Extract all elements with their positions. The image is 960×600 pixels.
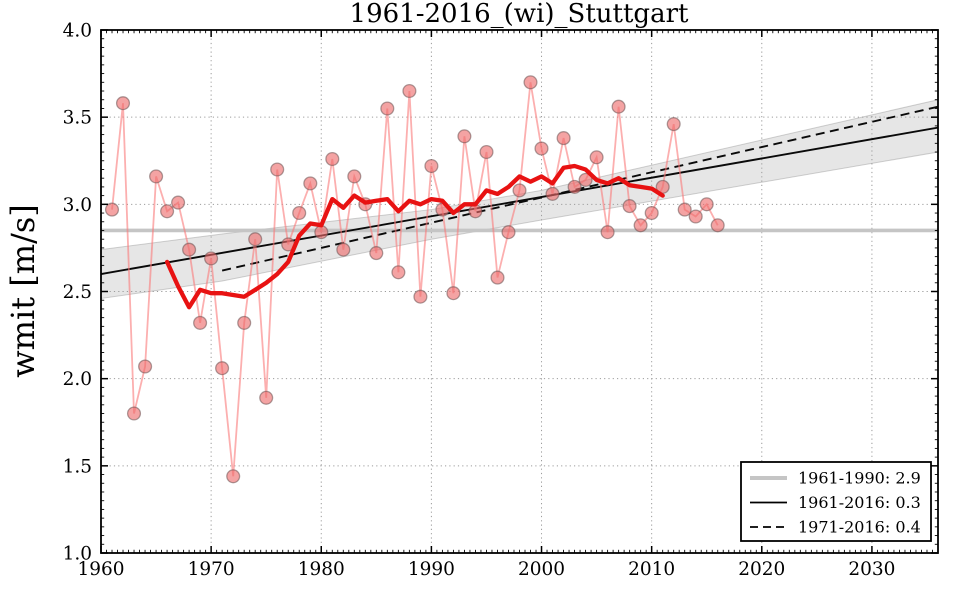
legend: 1961-1990: 2.9 1961-2016: 0.3 1971-2016: 0… <box>740 461 932 542</box>
y-tick-label: 3.5 <box>63 108 92 129</box>
y-tick-label: 1.5 <box>63 456 92 477</box>
annual-marker <box>402 83 417 99</box>
annual-marker <box>149 169 164 184</box>
annual-marker <box>633 218 648 233</box>
x-tick-label: 1980 <box>298 559 345 580</box>
annual-marker <box>611 99 626 114</box>
annual-marker <box>303 176 318 191</box>
annual-marker <box>479 144 494 160</box>
running-mean-line <box>164 163 665 310</box>
annual-marker <box>380 101 395 116</box>
annual-marker <box>512 183 527 198</box>
annual-marker <box>468 204 483 219</box>
legend-label: 1961-2016: 0.3 <box>798 493 921 512</box>
annual-marker <box>556 131 571 146</box>
axes-layer: 1960 1970 1980 1990 2000 2010 2020 2030 1.0 1.5 2.… <box>63 21 939 580</box>
annual-marker <box>644 205 659 221</box>
annual-series-layer <box>104 75 725 484</box>
annual-marker <box>237 315 252 330</box>
annual-marker <box>126 406 142 421</box>
annual-marker <box>424 158 439 174</box>
annual-marker <box>160 204 175 219</box>
x-tick-label: 2020 <box>738 559 785 580</box>
legend-label: 1971-2016: 0.4 <box>798 518 921 537</box>
annual-marker <box>457 129 472 144</box>
annual-marker <box>622 199 637 214</box>
annual-marker <box>270 162 285 177</box>
annual-marker <box>226 469 241 484</box>
annual-marker <box>314 225 329 240</box>
annual-marker <box>171 195 186 210</box>
annual-marker <box>325 151 340 167</box>
annual-marker <box>710 218 725 233</box>
chart-title: 1961-2016_(wi)_Stuttgart <box>350 0 689 29</box>
annual-marker <box>688 209 703 224</box>
x-tick-label: 2010 <box>628 559 675 580</box>
annual-marker <box>589 150 604 165</box>
legend-label: 1961-1990: 2.9 <box>798 469 921 488</box>
annual-marker <box>204 251 219 266</box>
annual-marker <box>413 289 428 304</box>
annual-marker <box>336 242 351 257</box>
annual-marker <box>347 169 362 184</box>
trend-line-1961-2016 <box>100 126 939 276</box>
annual-marker <box>369 246 384 261</box>
y-tick-label: 2.5 <box>63 282 92 303</box>
y-tick-label: 4.0 <box>63 21 92 42</box>
annual-marker <box>600 225 615 240</box>
annual-marker <box>501 225 516 240</box>
annual-marker <box>490 270 505 285</box>
annual-marker <box>215 361 230 376</box>
annual-marker <box>446 286 461 301</box>
annual-marker <box>292 205 307 221</box>
annual-marker <box>115 96 131 111</box>
annual-marker <box>578 172 593 187</box>
x-tick-label: 1960 <box>77 559 124 580</box>
annual-marker <box>545 186 560 201</box>
annual-marker <box>523 75 538 90</box>
annual-series-line <box>111 82 719 477</box>
x-tick-label: 2030 <box>848 559 895 580</box>
running-mean-layer <box>164 163 665 310</box>
annual-marker <box>391 265 406 280</box>
annual-marker <box>182 242 197 257</box>
y-tick-label: 3.0 <box>63 195 92 216</box>
y-tick-label: 2.0 <box>63 369 92 390</box>
x-tick-label: 1970 <box>188 559 235 580</box>
annual-marker <box>104 202 120 217</box>
annual-marker <box>567 179 582 194</box>
annual-marker <box>666 117 681 132</box>
annual-marker <box>699 197 714 212</box>
plot-border <box>100 29 939 554</box>
annual-marker <box>193 315 208 330</box>
annual-marker <box>677 202 692 217</box>
x-tick-label: 2000 <box>518 559 565 580</box>
y-axis-label: wmit [m/s] <box>4 204 42 378</box>
x-tick-label: 1990 <box>408 559 455 580</box>
annual-marker <box>259 390 274 405</box>
annual-marker <box>534 141 549 156</box>
legend-box <box>740 461 932 542</box>
annual-marker <box>248 232 263 247</box>
annual-marker <box>138 359 153 374</box>
y-tick-label: 1.0 <box>63 544 92 565</box>
